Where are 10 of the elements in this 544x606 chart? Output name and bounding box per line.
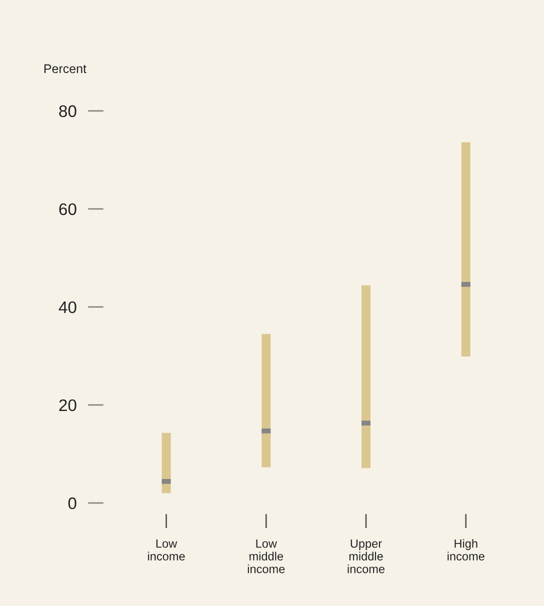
y-tick-label: 60: [59, 203, 76, 216]
x-tick-label: Low middle income: [248, 540, 285, 574]
y-axis-title: Percent: [44, 64, 86, 74]
x-tick-label: High income: [448, 539, 484, 560]
x-tick-label: Upper middle income: [348, 540, 385, 574]
y-tick-label: 0: [68, 497, 76, 510]
y-tick-label: 20: [59, 399, 76, 412]
x-tick-label: Low income: [148, 540, 185, 560]
y-tick-label: 80: [59, 105, 76, 118]
y-tick-label: 40: [58, 301, 76, 314]
